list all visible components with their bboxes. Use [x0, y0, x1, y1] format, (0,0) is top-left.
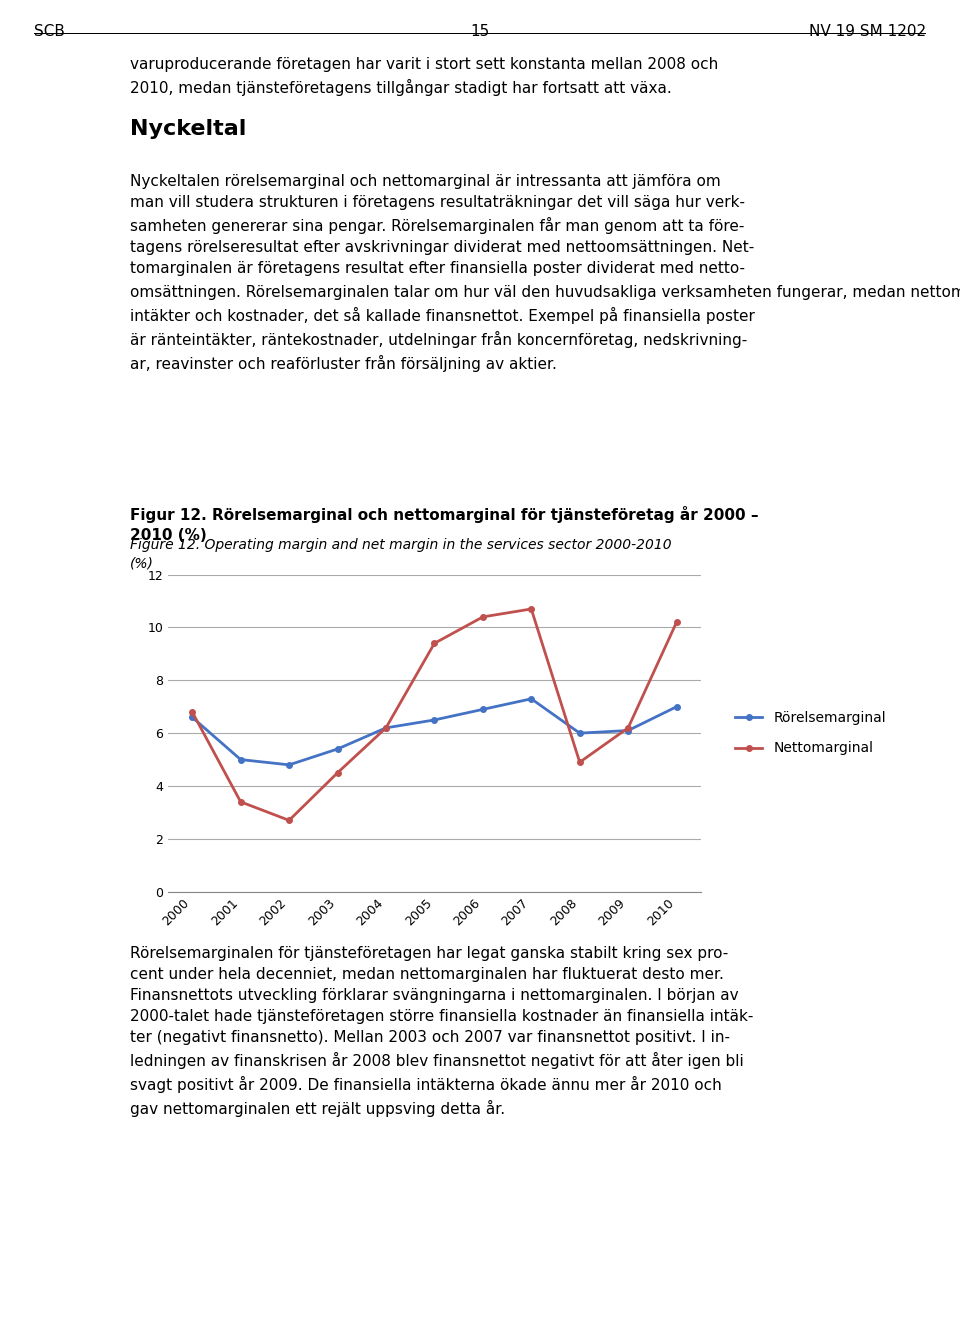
Text: NV 19 SM 1202: NV 19 SM 1202	[809, 24, 926, 38]
Legend: Rörelsemarginal, Nettomarginal: Rörelsemarginal, Nettomarginal	[729, 705, 892, 761]
Rörelsemarginal	[574, 725, 586, 741]
Nettomarginal	[380, 720, 392, 736]
Nettomarginal	[477, 609, 489, 625]
Nettomarginal	[574, 754, 586, 770]
Line: Nettomarginal: Nettomarginal	[189, 606, 680, 823]
Rörelsemarginal	[332, 741, 344, 757]
Rörelsemarginal	[186, 709, 198, 725]
Nettomarginal	[235, 794, 247, 810]
Text: varuproducerande företagen har varit i stort sett konstanta mellan 2008 och
2010: varuproducerande företagen har varit i s…	[130, 57, 718, 96]
Rörelsemarginal	[671, 699, 683, 715]
Nettomarginal	[332, 765, 344, 781]
Text: Nyckeltal: Nyckeltal	[130, 119, 246, 139]
Nettomarginal	[283, 812, 295, 828]
Nettomarginal	[525, 601, 537, 617]
Nettomarginal	[671, 614, 683, 630]
Text: SCB: SCB	[34, 24, 64, 38]
Rörelsemarginal	[235, 752, 247, 768]
Rörelsemarginal	[525, 691, 537, 707]
Rörelsemarginal	[622, 723, 634, 738]
Text: 15: 15	[470, 24, 490, 38]
Line: Rörelsemarginal: Rörelsemarginal	[189, 696, 680, 768]
Nettomarginal	[428, 635, 440, 651]
Nettomarginal	[622, 720, 634, 736]
Text: Figure 12. Operating margin and net margin in the services sector 2000-2010
(%): Figure 12. Operating margin and net marg…	[130, 538, 671, 571]
Nettomarginal	[186, 704, 198, 720]
Text: Nyckeltalen rörelsemarginal och nettomarginal är intressanta att jämföra om
man : Nyckeltalen rörelsemarginal och nettomar…	[130, 174, 960, 373]
Text: Figur 12. Rörelsemarginal och nettomarginal för tjänsteföretag år 2000 –
2010 (%: Figur 12. Rörelsemarginal och nettomargi…	[130, 506, 758, 543]
Rörelsemarginal	[428, 712, 440, 728]
Text: Rörelsemarginalen för tjänsteföretagen har legat ganska stabilt kring sex pro-
c: Rörelsemarginalen för tjänsteföretagen h…	[130, 946, 753, 1118]
Rörelsemarginal	[283, 757, 295, 773]
Rörelsemarginal	[477, 701, 489, 717]
Rörelsemarginal	[380, 720, 392, 736]
